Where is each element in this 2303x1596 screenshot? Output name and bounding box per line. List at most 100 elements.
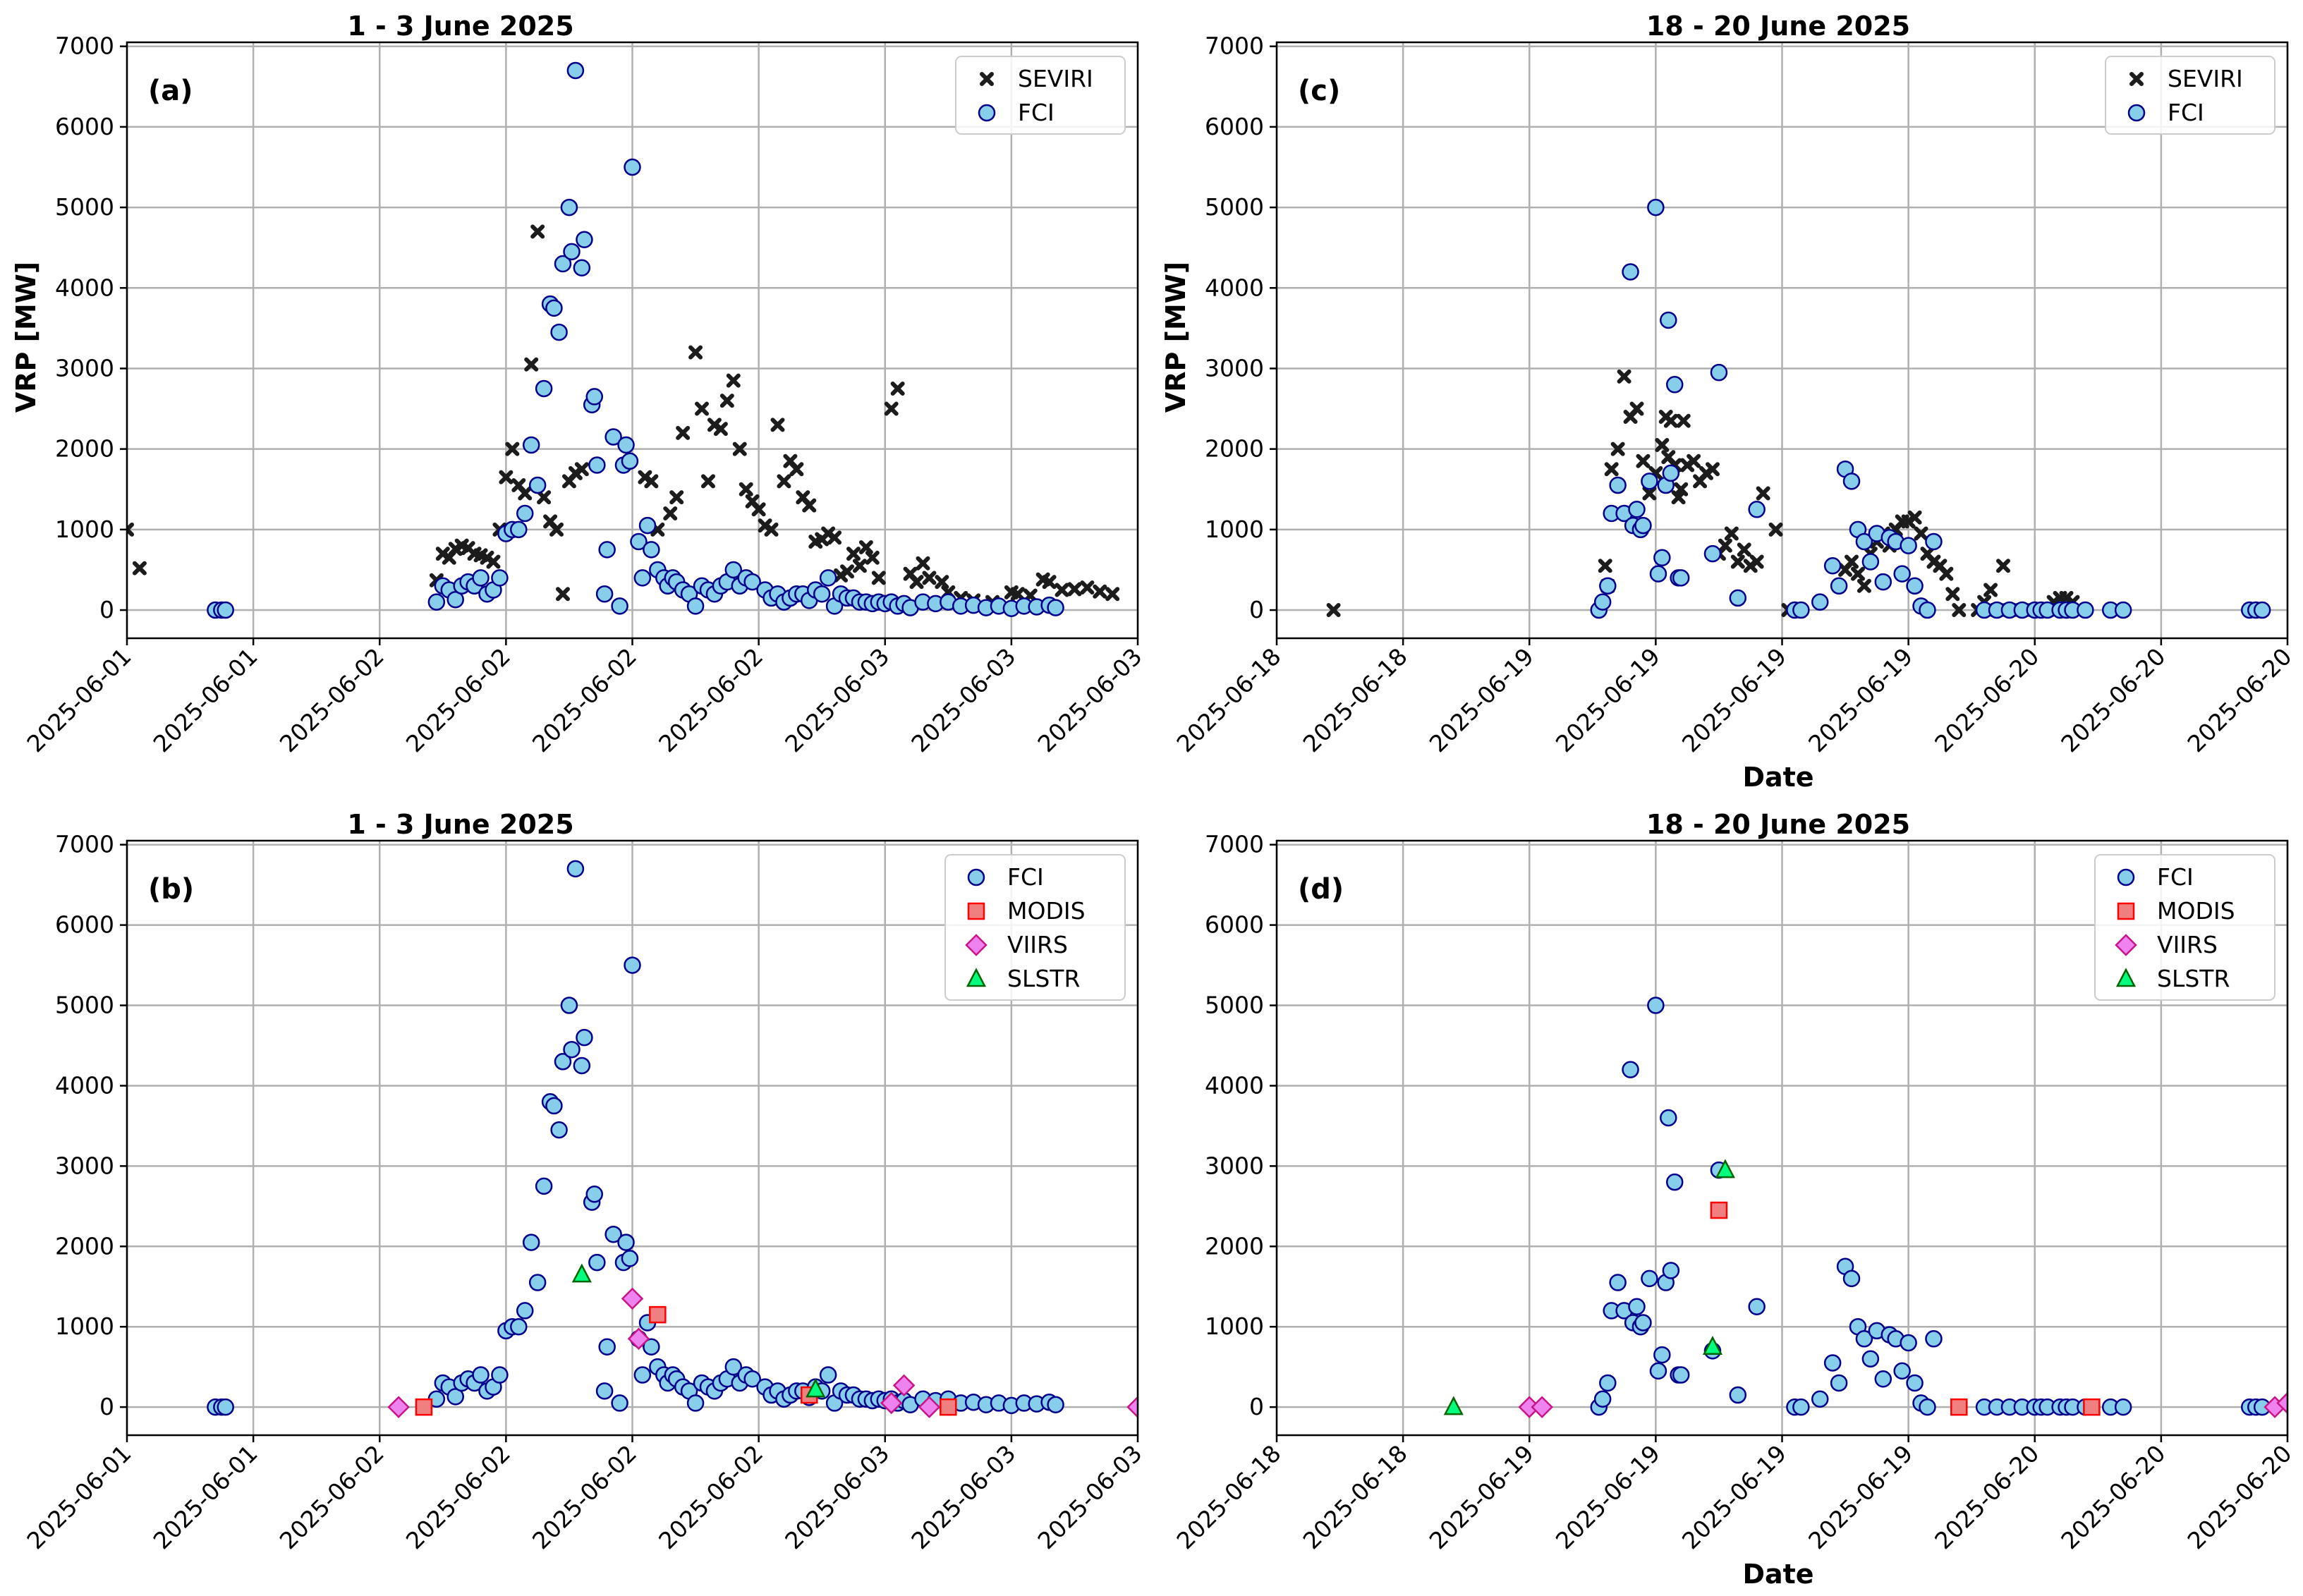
seviri-point bbox=[1629, 401, 1644, 416]
seviri-point bbox=[1636, 453, 1651, 468]
x-tick-label: 2025-06-03 bbox=[779, 1439, 894, 1554]
fci-point bbox=[1649, 565, 1667, 583]
y-tick-label: 6000 bbox=[1205, 911, 1264, 939]
panel-d-marks bbox=[1443, 997, 2287, 1418]
seviri-point bbox=[1598, 559, 1612, 573]
seviri-point bbox=[1642, 486, 1657, 501]
y-tick-label: 2000 bbox=[1205, 1232, 1264, 1260]
seviri-point bbox=[852, 559, 867, 573]
seviri-point bbox=[1737, 542, 1751, 557]
fci-point bbox=[2253, 601, 2271, 619]
legend-viirs-marker bbox=[2115, 934, 2137, 956]
panel-d-title: 18 - 20 June 2025 bbox=[1646, 809, 1910, 840]
fci-point bbox=[588, 1253, 606, 1272]
y-tick-label: 7000 bbox=[1205, 32, 1264, 60]
fci-point bbox=[2077, 601, 2094, 619]
fci-point bbox=[643, 541, 660, 559]
x-tick-label: 2025-06-02 bbox=[401, 1439, 516, 1554]
fci-point bbox=[2114, 1398, 2132, 1416]
x-tick-label: 2025-06-03 bbox=[1032, 1439, 1147, 1554]
fci-point bbox=[1634, 516, 1652, 535]
fci-point bbox=[1893, 1362, 1911, 1380]
fci-point bbox=[1660, 311, 1677, 329]
x-tick-label: 2025-06-01 bbox=[21, 1439, 136, 1554]
fci-point bbox=[573, 259, 591, 276]
fci-point bbox=[598, 541, 616, 559]
fci-point bbox=[624, 158, 641, 176]
fci-point bbox=[1641, 473, 1658, 490]
plot-frame bbox=[126, 839, 1139, 1437]
fci-point bbox=[516, 1302, 534, 1320]
y-tick-label: 3000 bbox=[55, 354, 114, 382]
fci-point bbox=[1622, 263, 1639, 281]
fci-point bbox=[1628, 1298, 1646, 1315]
seviri-point bbox=[840, 564, 855, 579]
legend-modis-label: MODIS bbox=[2157, 897, 2235, 925]
fci-point bbox=[743, 1370, 761, 1388]
fci-point bbox=[686, 597, 705, 615]
viirs-point bbox=[1531, 1396, 1553, 1418]
modis-point bbox=[415, 1398, 433, 1416]
y-tick-label: 0 bbox=[1249, 1393, 1264, 1420]
seviri-point bbox=[1749, 554, 1764, 569]
fci-point bbox=[819, 1366, 837, 1384]
fci-point bbox=[545, 1097, 563, 1115]
seviri-point bbox=[890, 382, 905, 396]
seviri-point bbox=[1724, 526, 1739, 541]
seviri-point bbox=[777, 474, 791, 489]
y-tick-label: 2000 bbox=[55, 435, 114, 463]
panel-d-xlabel: Date bbox=[1742, 1559, 1813, 1590]
fci-point bbox=[643, 1338, 660, 1356]
seviri-point bbox=[486, 554, 501, 569]
seviri-point bbox=[695, 401, 710, 416]
seviri-point bbox=[1055, 583, 1069, 597]
fci-point bbox=[1653, 1346, 1671, 1364]
legend-modis-label: MODIS bbox=[1007, 897, 1086, 925]
fci-point bbox=[1660, 1109, 1677, 1127]
seviri-point bbox=[1718, 538, 1732, 553]
fci-point bbox=[624, 956, 641, 974]
viirs-point bbox=[1126, 1396, 1138, 1418]
seviri-point bbox=[499, 470, 514, 485]
fci-point bbox=[638, 516, 657, 535]
seviri-point bbox=[713, 422, 728, 437]
modis-point bbox=[1950, 1398, 1968, 1416]
fci-point bbox=[510, 1317, 528, 1336]
x-tick-label: 2025-06-18 bbox=[1171, 642, 1286, 757]
fci-point bbox=[1641, 1269, 1658, 1288]
fci-point bbox=[1647, 198, 1665, 217]
y-tick-label: 1000 bbox=[1205, 1312, 1264, 1340]
seviri-point bbox=[1939, 566, 1954, 581]
fci-point bbox=[1925, 532, 1943, 551]
x-tick-label: 2025-06-03 bbox=[906, 642, 1021, 757]
y-tick-label: 5000 bbox=[55, 992, 114, 1019]
y-tick-label: 5000 bbox=[55, 193, 114, 221]
fci-point bbox=[1893, 565, 1911, 583]
legend-slstr-marker bbox=[966, 968, 987, 987]
seviri-point bbox=[1042, 575, 1057, 590]
panel-b-marks bbox=[207, 860, 1138, 1418]
viirs-point bbox=[880, 1391, 903, 1415]
x-tick-label: 2025-06-02 bbox=[274, 642, 389, 757]
y-tick-label: 4000 bbox=[55, 274, 114, 301]
seviri-point bbox=[739, 482, 753, 497]
plot-frame bbox=[1275, 839, 2289, 1437]
panel-b-legend: FCI MODIS VIIRS SLSTR bbox=[944, 854, 1126, 1001]
x-tick-label: 2025-06-19 bbox=[1424, 642, 1539, 757]
seviri-point bbox=[1945, 587, 1960, 602]
legend-fci-marker bbox=[967, 868, 985, 887]
fci-point bbox=[724, 1358, 743, 1376]
x-tick-label: 2025-06-02 bbox=[653, 1439, 768, 1554]
fci-point bbox=[566, 61, 585, 80]
x-tick-label: 2025-06-19 bbox=[1424, 1439, 1539, 1554]
legend-box bbox=[944, 854, 1126, 1001]
fci-point bbox=[1599, 577, 1617, 595]
seviri-point bbox=[1610, 441, 1625, 456]
seviri-point bbox=[1676, 413, 1691, 428]
x-tick-label: 2025-06-20 bbox=[2055, 642, 2170, 757]
fci-point bbox=[560, 198, 578, 217]
x-tick-label: 2025-06-03 bbox=[779, 642, 894, 757]
legend-fci-marker bbox=[978, 104, 996, 122]
x-tick-label: 2025-06-19 bbox=[1803, 1439, 1918, 1554]
